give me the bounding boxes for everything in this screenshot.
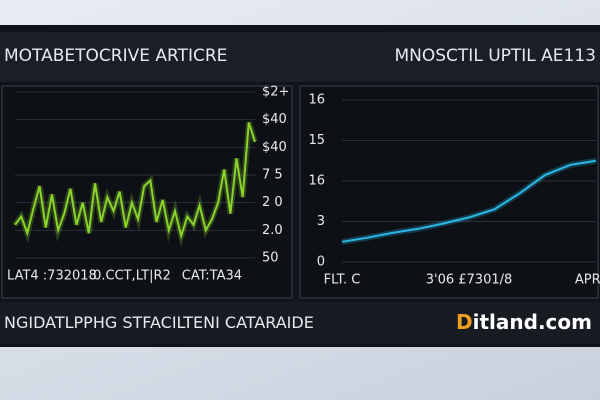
y-tick-label: 0 <box>317 255 325 270</box>
y-tick-label: 50 <box>262 251 279 266</box>
y-tick-label: $2+ <box>262 85 289 100</box>
y-tick-label: 3 <box>317 214 325 229</box>
left-panel <box>1 85 293 299</box>
chart-title: MNOSCTIL UPTIL AE113 <box>395 46 597 66</box>
chart-title: MOTABETOCRIVE ARTICRE <box>4 46 227 66</box>
line <box>14 122 256 240</box>
y-tick-label: 15 <box>308 133 325 148</box>
x-tick-label: APR12 <box>575 273 600 288</box>
y-tick-label: 16 <box>308 174 325 189</box>
y-tick-label: $40 <box>262 112 287 127</box>
x-tick-label: LAT4 :732018 <box>7 269 97 284</box>
y-tick-label: 2 0 <box>262 195 283 210</box>
right-panel <box>299 85 599 299</box>
x-tick-label: CAT:TA34 <box>182 269 242 284</box>
x-tick-label: FLT. C <box>324 273 361 288</box>
y-tick-label: $40 <box>262 140 287 155</box>
footer: NGIDATLPPHG STFACILTENI CATARAIDE Ditlan… <box>0 302 600 344</box>
y-tick-label: 7 5 <box>262 168 283 183</box>
y-tick-label: 2.0 <box>262 223 283 238</box>
footer-caption: NGIDATLPPHG STFACILTENI CATARAIDE <box>4 313 314 332</box>
y-tick-label: 16 <box>308 93 325 108</box>
x-tick-label: 0.CCT,LT|R2 <box>93 269 171 284</box>
logo: Ditland.com <box>456 310 592 334</box>
x-tick-label: 3'06 £7301/8 <box>426 273 513 288</box>
line <box>341 159 597 243</box>
header <box>0 32 600 82</box>
